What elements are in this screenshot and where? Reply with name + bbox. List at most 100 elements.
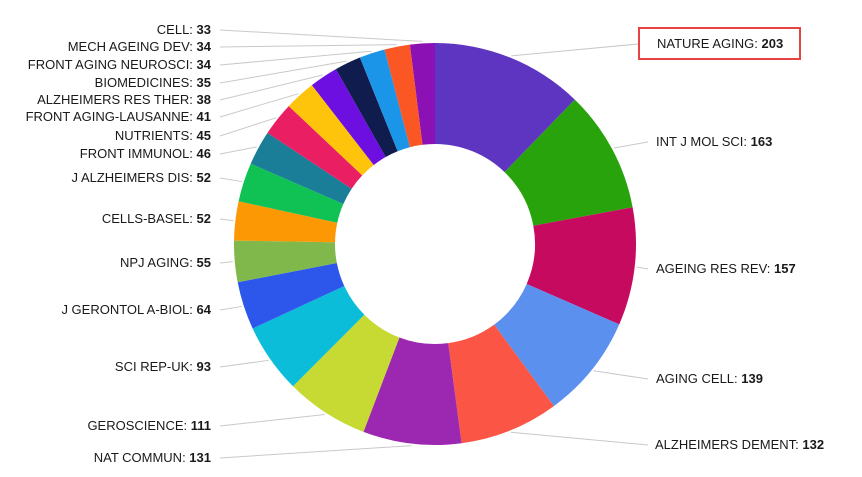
slice-label-name: NAT COMMUN:: [93, 450, 190, 465]
slice-label-nat-commun: NAT COMMUN: 131: [94, 448, 211, 468]
slice-label-value: 93: [196, 359, 211, 374]
slice-label-name: NPJ AGING:: [119, 255, 197, 270]
leader-line-alzheimers-res-ther: [219, 74, 323, 101]
leader-line-front-aging-neurosci: [219, 50, 372, 66]
slice-npj-aging[interactable]: [234, 240, 337, 283]
slice-alzheimers-res-ther[interactable]: [311, 69, 386, 165]
leader-line-front-aging-lausanne: [219, 93, 299, 118]
slice-label-value: 34: [196, 39, 211, 54]
slice-label-nature-aging: NATURE AGING: 203: [657, 34, 783, 54]
slice-label-value: 33: [196, 22, 211, 37]
slice-label-name: AGING CELL:: [656, 371, 742, 386]
leader-line-cells-basel: [219, 218, 234, 222]
slice-label-name: CELLS-BASEL:: [101, 211, 197, 226]
slice-label-name: AGEING RES REV:: [656, 261, 774, 276]
slice-label-name: INT J MOL SCI:: [656, 134, 751, 149]
slice-label-geroscience: GEROSCIENCE: 111: [87, 416, 211, 436]
slice-sci-rep-uk[interactable]: [252, 286, 365, 387]
slice-label-name: MECH AGEING DEV:: [67, 39, 197, 54]
slice-front-aging-neurosci[interactable]: [359, 49, 410, 152]
slice-label-name: ALZHEIMERS RES THER:: [37, 92, 197, 107]
slice-label-name: J ALZHEIMERS DIS:: [71, 170, 197, 185]
leader-line-alzheimers-dement: [510, 431, 649, 446]
slice-label-sci-rep-uk: SCI REP-UK: 93: [115, 357, 211, 377]
leader-line-npj-aging: [219, 261, 233, 264]
slice-label-value: 52: [196, 170, 211, 185]
slice-label-j-alzheimers-dis: J ALZHEIMERS DIS: 52: [72, 168, 211, 188]
slice-cell[interactable]: [409, 43, 435, 145]
slice-label-value: 64: [196, 302, 211, 317]
slice-j-alzheimers-dis[interactable]: [238, 163, 344, 223]
slice-label-npj-aging: NPJ AGING: 55: [120, 253, 211, 273]
slice-label-alzheimers-res-ther: ALZHEIMERS RES THER: 38: [37, 90, 211, 110]
slice-label-j-gerontol-a-biol: J GERONTOL A-BIOL: 64: [61, 300, 211, 320]
slice-label-ageing-res-rev: AGEING RES REV: 157: [656, 259, 796, 279]
slice-biomedicines[interactable]: [335, 57, 398, 157]
slice-mech-ageing-dev[interactable]: [384, 44, 423, 148]
leader-line-geroscience: [219, 413, 325, 427]
leader-line-front-immunol: [219, 146, 257, 155]
leader-line-cell: [219, 29, 423, 42]
leader-line-j-alzheimers-dis: [219, 177, 242, 183]
leader-line-sci-rep-uk: [219, 359, 269, 368]
slice-label-cells-basel: CELLS-BASEL: 52: [102, 209, 211, 229]
slice-label-front-immunol: FRONT IMMUNOL: 46: [80, 144, 211, 164]
slice-cells-basel[interactable]: [234, 201, 338, 243]
slice-label-value: 203: [761, 36, 784, 51]
slice-label-name: FRONT IMMUNOL:: [79, 146, 197, 161]
slice-nutrients[interactable]: [267, 106, 363, 189]
slice-label-value: 111: [190, 418, 211, 433]
slice-label-name: BIOMEDICINES:: [94, 75, 197, 90]
leader-line-nutrients: [219, 117, 277, 137]
leader-line-j-gerontol-a-biol: [219, 305, 242, 311]
slice-label-value: 52: [196, 211, 211, 226]
slice-nat-commun[interactable]: [363, 337, 462, 445]
slice-label-front-aging-neurosci: FRONT AGING NEUROSCI: 34: [28, 55, 211, 75]
slice-label-value: 157: [774, 261, 796, 276]
slice-label-mech-ageing-dev: MECH AGEING DEV: 34: [68, 37, 211, 57]
slice-int-j-mol-sci[interactable]: [504, 99, 633, 226]
slice-alzheimers-dement[interactable]: [448, 324, 554, 444]
leader-line-int-j-mol-sci: [613, 141, 649, 149]
slice-label-front-aging-lausanne: FRONT AGING-LAUSANNE: 41: [26, 107, 211, 127]
slice-geroscience[interactable]: [293, 314, 400, 432]
slice-label-name: CELL:: [156, 22, 197, 37]
slice-label-value: 132: [802, 437, 825, 452]
leader-line-nature-aging: [511, 43, 639, 57]
slice-label-aging-cell: AGING CELL: 139: [656, 369, 763, 389]
slice-label-value: 55: [196, 255, 211, 270]
slice-label-name: FRONT AGING-LAUSANNE:: [25, 109, 197, 124]
slice-label-value: 139: [741, 371, 763, 386]
slice-label-value: 46: [196, 146, 211, 161]
slice-label-name: SCI REP-UK:: [114, 359, 197, 374]
slice-label-name: ALZHEIMERS DEMENT:: [655, 437, 803, 452]
slice-label-name: J GERONTOL A-BIOL:: [61, 302, 197, 317]
slice-label-nutrients: NUTRIENTS: 45: [115, 126, 211, 146]
slice-front-aging-lausanne[interactable]: [288, 85, 374, 176]
slice-ageing-res-rev[interactable]: [526, 207, 636, 325]
leader-line-ageing-res-rev: [636, 266, 649, 270]
slice-label-name: FRONT AGING NEUROSCI:: [27, 57, 197, 72]
slice-label-value: 41: [196, 109, 211, 124]
slice-nature-aging[interactable]: [435, 43, 575, 173]
slice-label-value: 34: [196, 57, 211, 72]
slice-label-value: 38: [196, 92, 211, 107]
leader-line-aging-cell: [593, 370, 649, 380]
slice-label-value: 131: [189, 450, 211, 465]
leader-line-nat-commun: [219, 445, 412, 459]
leader-line-biomedicines: [219, 60, 347, 84]
slice-j-gerontol-a-biol[interactable]: [237, 263, 345, 329]
slice-label-alzheimers-dement: ALZHEIMERS DEMENT: 132: [655, 435, 824, 455]
slice-aging-cell[interactable]: [494, 283, 620, 407]
slice-label-int-j-mol-sci: INT J MOL SCI: 163: [656, 132, 772, 152]
slice-label-biomedicines: BIOMEDICINES: 35: [95, 73, 211, 93]
slice-label-value: 163: [750, 134, 773, 149]
leader-line-mech-ageing-dev: [219, 44, 397, 48]
slice-label-cell: CELL: 33: [157, 20, 211, 40]
slice-label-name: NUTRIENTS:: [114, 128, 197, 143]
slice-label-value: 35: [196, 75, 211, 90]
slice-label-name: GEROSCIENCE:: [87, 418, 191, 433]
slice-front-immunol[interactable]: [250, 132, 352, 205]
